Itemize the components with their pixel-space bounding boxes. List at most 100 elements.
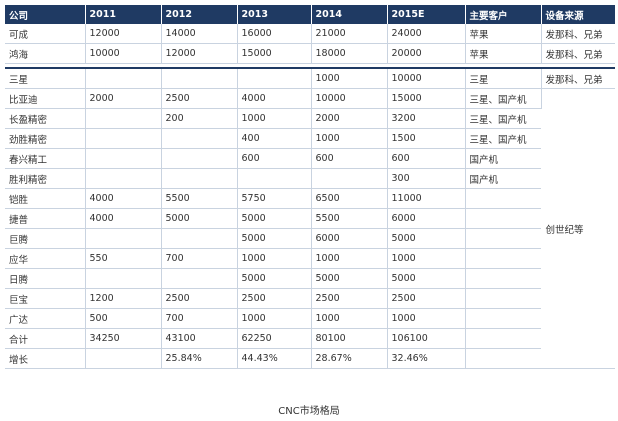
value-cell: 1500 [387,128,466,149]
value-cell: 10000 [311,88,388,109]
company-cell: 劲胜精密 [5,128,86,149]
value-cell: 5000 [387,228,466,249]
value-cell: 600 [237,148,312,169]
value-cell [85,348,162,369]
value-cell: 5000 [237,208,312,229]
table-row: 鸿海 10000 12000 15000 18000 20000 苹果 发那科、兄弟 [5,43,615,64]
customer-cell: 三星 [465,68,542,89]
customer-cell [465,348,541,369]
table-row: 增长 25.84% 44.43% 28.67% 32.46% [5,348,615,369]
value-cell [311,168,388,189]
value-cell: 11000 [387,188,466,209]
customer-cell: 三星、国产机 [465,88,542,109]
header-2013: 2013 [237,5,312,24]
value-cell: 6000 [311,228,388,249]
source-cell: 发那科、兄弟 [541,43,615,64]
value-cell: 12000 [85,24,162,44]
value-cell [237,168,312,189]
header-2011: 2011 [85,5,162,24]
company-cell: 三星 [5,68,86,89]
header-company: 公司 [5,5,86,24]
value-cell: 2000 [85,88,162,109]
value-cell: 10000 [387,68,466,89]
cnc-market-table: 公司 2011 2012 2013 2014 2015E 主要客户 设备来源 可… [5,5,615,369]
customer-cell: 国产机 [465,168,541,189]
value-cell [85,68,162,89]
value-cell: 700 [161,308,238,329]
customer-cell [465,328,541,349]
value-cell: 1000 [311,308,388,329]
customer-cell: 苹果 [465,24,542,44]
value-cell: 15000 [387,88,466,109]
table-row: 合计 34250 43100 62250 80100 106100 [5,328,615,349]
company-cell: 鸿海 [5,43,86,64]
value-cell: 4000 [237,88,312,109]
value-cell: 1000 [311,68,388,89]
value-cell: 1000 [237,308,312,329]
source-group-cell: 创世纪等 [541,88,615,369]
value-cell: 300 [387,168,466,189]
table-row: 胜利精密 300 国产机 [5,168,615,189]
customer-cell [465,228,541,249]
value-cell: 20000 [387,43,466,64]
value-cell: 14000 [161,24,238,44]
value-cell [161,128,238,149]
value-cell: 44.43% [237,348,312,369]
header-2012: 2012 [161,5,238,24]
value-cell [237,68,312,89]
table-row: 捷普 4000 5000 5000 5500 6000 [5,208,615,229]
table-row: 劲胜精密 400 1000 1500 三星、国产机 [5,128,615,149]
customer-cell [465,308,541,329]
company-cell: 春兴精工 [5,148,86,169]
company-cell: 巨腾 [5,228,86,249]
table-row: 可成 12000 14000 16000 21000 24000 苹果 发那科、兄弟 [5,24,615,44]
value-cell: 21000 [311,24,388,44]
value-cell [161,68,238,89]
value-cell [85,168,162,189]
table-row: 巨宝 1200 2500 2500 2500 2500 [5,288,615,309]
value-cell: 6500 [311,188,388,209]
customer-cell [465,268,541,289]
value-cell: 62250 [237,328,312,349]
value-cell: 2500 [161,288,238,309]
table-row: 比亚迪 2000 2500 4000 10000 15000 三星、国产机 创世纪等 [5,88,615,369]
value-cell: 1000 [311,128,388,149]
header-2014: 2014 [311,5,388,24]
value-cell: 400 [237,128,312,149]
company-cell: 应华 [5,248,86,269]
value-cell: 5000 [311,268,388,289]
value-cell: 25.84% [161,348,238,369]
value-cell: 1000 [387,248,466,269]
company-cell: 广达 [5,308,86,329]
value-cell: 4000 [85,208,162,229]
value-cell: 32.46% [387,348,466,369]
value-cell: 1000 [387,308,466,329]
value-cell: 24000 [387,24,466,44]
customer-cell: 苹果 [465,43,542,64]
table-body: 可成 12000 14000 16000 21000 24000 苹果 发那科、兄弟 鸿海 100… [5,24,615,369]
company-cell: 可成 [5,24,86,44]
value-cell: 2500 [161,88,238,109]
value-cell: 80100 [311,328,388,349]
table-row: 铠胜 4000 5500 5750 6500 11000 [5,188,615,209]
value-cell: 5750 [237,188,312,209]
company-cell: 铠胜 [5,188,86,209]
value-cell: 600 [387,148,466,169]
value-cell: 200 [161,108,238,129]
value-cell: 3200 [387,108,466,129]
value-cell [85,108,162,129]
customer-cell [465,288,541,309]
company-cell: 胜利精密 [5,168,86,189]
source-cell: 发那科、兄弟 [541,24,615,44]
customer-cell: 三星、国产机 [465,108,541,129]
value-cell: 2500 [311,288,388,309]
value-cell: 15000 [237,43,312,64]
customer-cell: 三星、国产机 [465,128,541,149]
value-cell: 5000 [387,268,466,289]
value-cell: 550 [85,248,162,269]
value-cell: 600 [311,148,388,169]
value-cell: 4000 [85,188,162,209]
value-cell: 1200 [85,288,162,309]
table-row: 广达 500 700 1000 1000 1000 [5,308,615,329]
value-cell: 28.67% [311,348,388,369]
